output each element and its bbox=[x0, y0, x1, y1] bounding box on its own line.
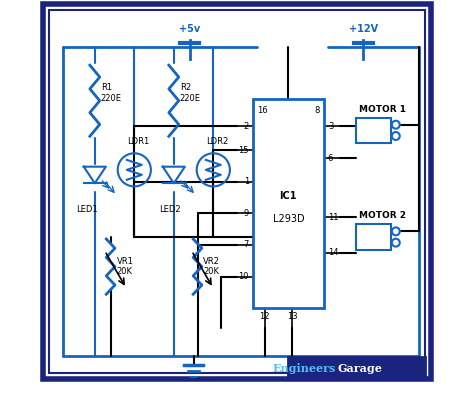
Text: 14: 14 bbox=[328, 248, 338, 257]
Bar bbox=[356, 224, 391, 250]
Text: R2
220E: R2 220E bbox=[180, 83, 201, 103]
Bar bbox=[356, 118, 391, 143]
Text: +5v: +5v bbox=[179, 24, 200, 34]
Text: Engineers: Engineers bbox=[273, 363, 336, 374]
Text: VR1
20K: VR1 20K bbox=[117, 257, 133, 276]
Text: 11: 11 bbox=[328, 213, 338, 222]
Text: 13: 13 bbox=[287, 312, 298, 321]
Text: MOTOR 2: MOTOR 2 bbox=[359, 211, 406, 220]
Text: 8: 8 bbox=[315, 106, 320, 115]
Text: LDR2: LDR2 bbox=[206, 137, 228, 146]
Text: 7: 7 bbox=[244, 241, 249, 249]
Text: LED2: LED2 bbox=[159, 205, 181, 214]
Text: +12V: +12V bbox=[349, 24, 378, 34]
Text: VR2
20K: VR2 20K bbox=[203, 257, 220, 276]
Text: L293D: L293D bbox=[273, 214, 304, 224]
Text: 6: 6 bbox=[328, 154, 333, 162]
Text: 10: 10 bbox=[238, 272, 249, 281]
Text: 3: 3 bbox=[328, 122, 333, 131]
Text: 2: 2 bbox=[244, 122, 249, 131]
Bar bbox=[253, 99, 324, 308]
Text: 1: 1 bbox=[244, 177, 249, 186]
Text: IC1: IC1 bbox=[280, 190, 297, 201]
Text: MOTOR 1: MOTOR 1 bbox=[359, 105, 406, 114]
Text: 16: 16 bbox=[257, 106, 267, 115]
Text: LED1: LED1 bbox=[76, 205, 98, 214]
Text: Garage: Garage bbox=[337, 363, 383, 374]
Bar bbox=[288, 357, 425, 379]
Text: R1
220E: R1 220E bbox=[101, 83, 122, 103]
Text: 9: 9 bbox=[244, 209, 249, 218]
Text: 15: 15 bbox=[238, 146, 249, 154]
Text: 12: 12 bbox=[259, 312, 270, 321]
Text: LDR1: LDR1 bbox=[127, 137, 149, 146]
